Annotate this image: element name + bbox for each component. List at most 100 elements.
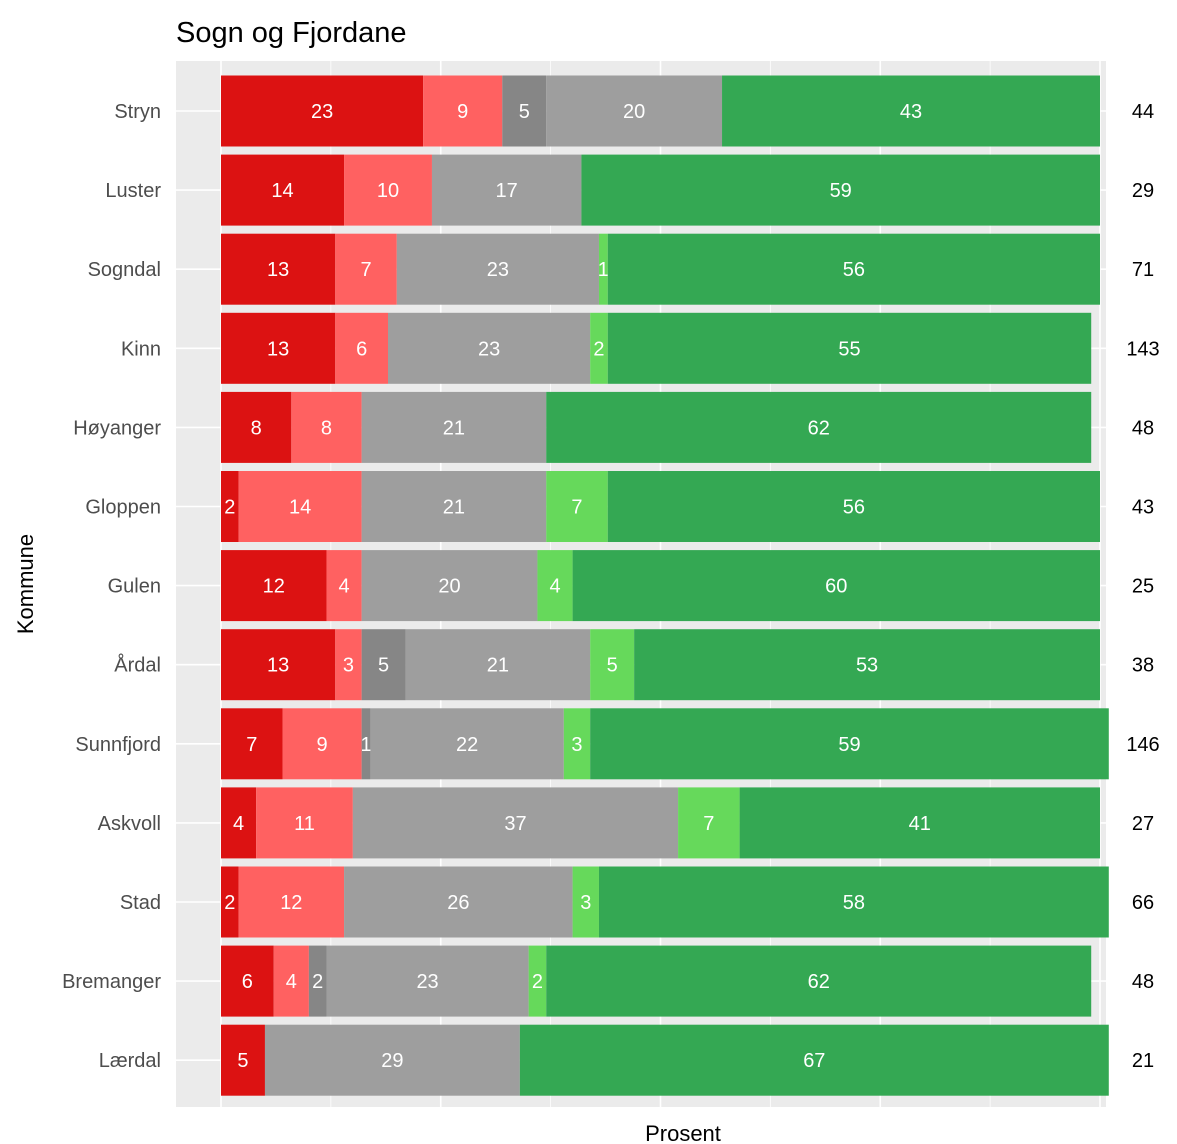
bar-segment bbox=[396, 233, 599, 305]
category-tick-label: Årdal bbox=[114, 654, 161, 677]
data-label: 59 bbox=[838, 734, 860, 756]
count-label: 21 bbox=[1132, 1050, 1154, 1072]
bar-segment bbox=[221, 787, 257, 859]
bar-segment bbox=[528, 945, 547, 1017]
category-tick-label: Luster bbox=[105, 180, 161, 202]
bar-segment bbox=[607, 233, 1100, 305]
category-tick-label: Gloppen bbox=[85, 497, 161, 519]
data-label: 17 bbox=[496, 180, 518, 202]
count-label: 44 bbox=[1132, 101, 1154, 123]
data-label: 20 bbox=[438, 576, 460, 598]
bar-segment bbox=[590, 629, 635, 701]
bar-segment bbox=[221, 629, 336, 701]
bar-segment bbox=[273, 945, 309, 1017]
bar-segment bbox=[256, 787, 353, 859]
bar-segment bbox=[335, 312, 389, 384]
bar-segment bbox=[291, 391, 362, 463]
bar-segment bbox=[326, 550, 362, 622]
data-label: 26 bbox=[447, 892, 469, 914]
data-label: 8 bbox=[321, 417, 332, 439]
bar-segment bbox=[221, 866, 239, 938]
data-label: 20 bbox=[623, 101, 645, 123]
bar-segment bbox=[335, 629, 362, 701]
data-label: 8 bbox=[251, 417, 262, 439]
data-label: 3 bbox=[343, 655, 354, 677]
y-axis-label: Kommune bbox=[13, 534, 38, 634]
category-tick-label: Lærdal bbox=[99, 1050, 161, 1072]
bar-segment bbox=[344, 154, 432, 226]
bar-segment bbox=[423, 75, 503, 147]
bar-segment bbox=[370, 708, 564, 780]
bar-segment bbox=[361, 708, 371, 780]
data-label: 11 bbox=[294, 813, 315, 835]
data-label: 1 bbox=[598, 259, 609, 281]
data-label: 9 bbox=[317, 734, 328, 756]
data-label: 5 bbox=[237, 1050, 248, 1072]
data-label: 2 bbox=[224, 497, 235, 519]
data-label: 14 bbox=[271, 180, 293, 202]
bar-segment bbox=[221, 233, 336, 305]
bar-segment bbox=[546, 945, 1092, 1017]
bar-segment bbox=[352, 787, 679, 859]
count-label: 71 bbox=[1132, 259, 1154, 281]
bar-segment bbox=[431, 154, 582, 226]
data-label: 13 bbox=[267, 338, 289, 360]
count-labels: 44 29 71 143 48 43 25 38 146 27 66 48 21 bbox=[1126, 101, 1159, 1072]
count-label: 43 bbox=[1132, 497, 1154, 519]
category-tick-label: Kinn bbox=[121, 338, 161, 360]
data-label: 23 bbox=[416, 971, 438, 993]
data-label: 5 bbox=[519, 101, 530, 123]
count-label: 27 bbox=[1132, 813, 1154, 835]
data-label: 29 bbox=[381, 1050, 403, 1072]
bar-segment bbox=[264, 1024, 520, 1096]
data-label: 4 bbox=[338, 576, 349, 598]
bar-segment bbox=[572, 550, 1100, 622]
data-label: 43 bbox=[900, 101, 922, 123]
data-label: 2 bbox=[532, 971, 543, 993]
bar-segment bbox=[739, 787, 1100, 859]
bar-segment bbox=[607, 471, 1100, 542]
data-label: 60 bbox=[825, 576, 847, 598]
bar-segment bbox=[722, 75, 1100, 147]
bar-segment bbox=[502, 75, 547, 147]
data-label: 12 bbox=[263, 576, 285, 598]
count-label: 48 bbox=[1132, 417, 1154, 439]
bar-segment bbox=[221, 391, 292, 463]
bar-segment bbox=[326, 945, 529, 1017]
count-label: 143 bbox=[1126, 338, 1159, 360]
count-label: 29 bbox=[1132, 180, 1154, 202]
category-labels: Stryn Luster Sogndal Kinn Høyanger Gloppen Gul… bbox=[62, 101, 161, 1072]
bar-segment bbox=[221, 471, 239, 542]
category-tick-label: Sunnfjord bbox=[75, 734, 161, 756]
data-label: 4 bbox=[286, 971, 297, 993]
bar-segment bbox=[598, 233, 608, 305]
bar-segment bbox=[361, 471, 547, 542]
bar-segment bbox=[361, 629, 406, 701]
data-label: 6 bbox=[242, 971, 253, 993]
bar-segment bbox=[598, 866, 1109, 938]
bar-segment bbox=[634, 629, 1100, 701]
bar-segment bbox=[282, 708, 362, 780]
bar-segment bbox=[537, 550, 573, 622]
bar-segment bbox=[519, 1024, 1109, 1096]
bar-segment bbox=[308, 945, 327, 1017]
bar-segment bbox=[546, 471, 608, 542]
data-label: 12 bbox=[280, 892, 302, 914]
bar-segment bbox=[221, 550, 327, 622]
bar-segment bbox=[388, 312, 591, 384]
bar-segment bbox=[238, 471, 362, 542]
data-label: 22 bbox=[456, 734, 478, 756]
bar-segment bbox=[221, 945, 274, 1017]
data-label: 7 bbox=[360, 259, 371, 281]
data-label: 2 bbox=[224, 892, 235, 914]
count-label: 48 bbox=[1132, 971, 1154, 993]
data-label: 21 bbox=[443, 497, 465, 519]
bar-segment bbox=[405, 629, 591, 701]
bar-segment bbox=[678, 787, 740, 859]
data-label: 3 bbox=[571, 734, 582, 756]
count-label: 66 bbox=[1132, 892, 1154, 914]
data-label: 7 bbox=[246, 734, 257, 756]
bar-segment bbox=[221, 1024, 265, 1096]
